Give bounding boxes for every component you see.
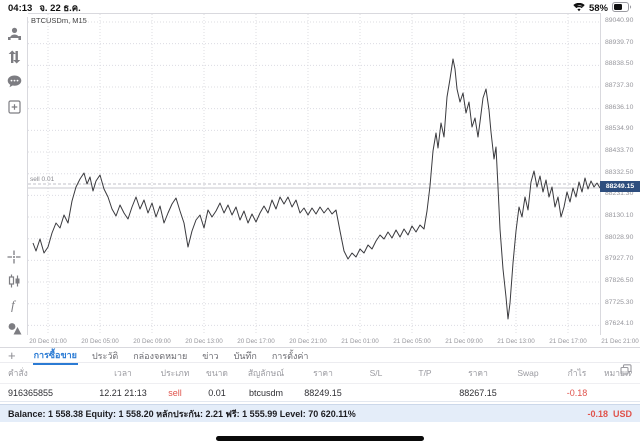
cell-symbol: btcusdm [248, 387, 283, 398]
status-bar: 04:13 จ. 22 ธ.ค. 58% [0, 0, 640, 17]
indicators-icon[interactable]: f [0, 296, 28, 314]
time-tick-label: 21 Dec 13:00 [497, 338, 535, 345]
chart-type-icon[interactable] [0, 272, 28, 290]
battery-percent: 58% [588, 3, 608, 14]
time-tick-label: 20 Dec 13:00 [185, 338, 223, 345]
header-order: คำสั่ง [8, 368, 28, 378]
header-time: เวลา [114, 368, 132, 378]
time-tick-label: 21 Dec 05:00 [393, 338, 431, 345]
status-date: จ. 22 ธ.ค. [39, 3, 81, 14]
time-tick-label: 21 Dec 21:00 [601, 338, 639, 345]
price-tick-label: 88636.10 [605, 103, 634, 111]
header-type: ประเภท [160, 368, 190, 378]
price-tick-label: 88231.30 [605, 190, 634, 198]
clock: 04:13 [8, 3, 33, 14]
tab-2[interactable]: กล่องจดหมาย [133, 350, 188, 361]
position-row[interactable]: 916365855 12.21 21:13 sell 0.01 btcusdm 88249… [0, 383, 640, 402]
svg-text:f: f [11, 298, 17, 312]
header-tp: T/P [418, 368, 432, 378]
price-tick-label: 87927.70 [605, 255, 634, 263]
time-tick-label: 20 Dec 09:00 [133, 338, 171, 345]
edit-columns-icon[interactable] [620, 362, 632, 380]
time-tick-label: 20 Dec 05:00 [81, 338, 119, 345]
cell-price_current: 88267.15 [459, 387, 497, 398]
price-tick-label: 87624.10 [605, 320, 634, 328]
new-order-icon[interactable] [0, 98, 28, 116]
objects-icon[interactable] [0, 319, 28, 337]
header-profit: กำไร [567, 368, 587, 378]
time-tick-label: 21 Dec 17:00 [549, 338, 587, 345]
wifi-icon [573, 2, 585, 15]
balance-summary: Balance: 1 558.38 Equity: 1 558.20 หลักป… [8, 408, 356, 419]
price-tick-label: 88838.50 [605, 60, 634, 68]
quotes-icon[interactable] [0, 25, 28, 43]
tab-3[interactable]: ข่าว [202, 350, 219, 361]
chat-icon[interactable] [0, 72, 28, 90]
price-tick-label: 88130.10 [605, 212, 634, 220]
position-sell-label: sell 0.01 [30, 176, 55, 183]
price-tick-label: 88737.30 [605, 82, 634, 89]
current-price-badge: 88249.15 [600, 181, 640, 192]
time-tick-label: 21 Dec 09:00 [445, 338, 483, 345]
header-price_open: ราคา [313, 368, 333, 378]
time-tick-label: 20 Dec 21:00 [289, 338, 327, 345]
sidebar: f M15 [0, 17, 28, 360]
price-tick-label: 87826.50 [605, 277, 634, 285]
cell-profit: -0.18 [566, 387, 588, 398]
header-symbol: สัญลักษณ์ [247, 368, 285, 378]
price-axis: 89040.90 88939.70 88838.50 88737.30 88636.10… [600, 13, 640, 335]
header-price_current: ราคา [468, 368, 488, 378]
price-tick-label: 87725.30 [605, 298, 634, 306]
bottom-tab-bar: + การซื้อขาย ประวัติ กล่องจดหมาย ข่าว บันทึก… [0, 346, 640, 365]
cell-time: 12.21 21:13 [99, 387, 147, 398]
time-tick-label: 20 Dec 01:00 [29, 338, 67, 345]
cell-price_open: 88249.15 [304, 387, 342, 398]
account-summary-bar: Balance: 1 558.38 Equity: 1 558.20 หลักป… [0, 404, 640, 422]
floating-profit: -0.18 USD [587, 408, 632, 419]
cell-order: 916365855 [8, 387, 54, 398]
home-indicator[interactable] [216, 436, 424, 441]
chart-symbol-label: BTCUSDm, M15 [31, 16, 87, 25]
tab-4[interactable]: บันทึก [233, 350, 257, 361]
price-chart[interactable]: BTCUSDm, M15 sell 0.01 [28, 13, 600, 336]
price-tick-label: 88433.70 [605, 147, 634, 155]
time-axis: 20 Dec 01:00 20 Dec 05:00 20 Dec 09:00 20 D… [0, 335, 640, 348]
price-tick-label: 88028.90 [605, 233, 634, 241]
header-note: หมายเหตุ [604, 368, 632, 378]
price-tick-label: 89040.90 [605, 17, 634, 24]
trade-arrows-icon[interactable] [0, 48, 28, 66]
price-tick-label: 88939.70 [605, 38, 634, 46]
tab-1[interactable]: ประวัติ [91, 350, 119, 361]
battery-icon [612, 2, 632, 15]
tab-5[interactable]: การตั้งค่า [271, 350, 309, 361]
cell-type: sell [168, 387, 182, 398]
header-sl: S/L [369, 368, 383, 378]
tab-0[interactable]: การซื้อขาย [32, 346, 78, 365]
header-volume: ขนาด [206, 368, 228, 378]
crosshair-icon[interactable] [0, 248, 28, 266]
positions-table-header: คำสั่ง เวลา ประเภท ขนาด สัญลักษณ์ ราคา S/L T/P ร… [0, 366, 640, 380]
price-tick-label: 88534.90 [605, 125, 634, 133]
time-tick-label: 20 Dec 17:00 [237, 338, 275, 345]
cell-volume: 0.01 [208, 387, 226, 398]
add-tab-button[interactable]: + [8, 347, 16, 363]
time-tick-label: 21 Dec 01:00 [341, 338, 379, 345]
chart-canvas [28, 14, 600, 336]
header-swap: Swap [517, 368, 539, 378]
price-tick-label: 88332.50 [605, 168, 634, 176]
